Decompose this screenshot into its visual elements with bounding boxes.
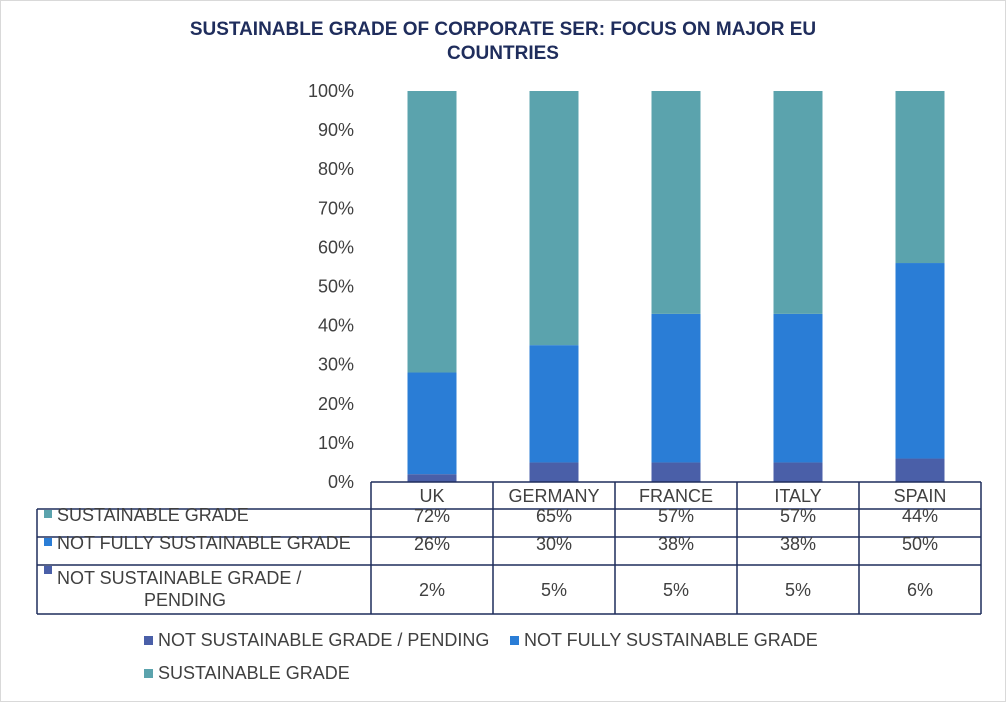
data-label-france: 5% (663, 580, 689, 600)
table-row-label: NOT FULLY SUSTAINABLE GRADE (57, 533, 351, 553)
table-key-swatch (44, 538, 52, 546)
bar-segment-spain-series-2 (895, 91, 945, 264)
data-label-france: 57% (658, 506, 694, 526)
y-tick-label: 60% (318, 237, 354, 257)
table-key-swatch (44, 510, 52, 518)
bar-segment-france-series-2 (651, 91, 701, 314)
data-label-italy: 5% (785, 580, 811, 600)
bar-segment-germany-series-2 (529, 91, 579, 346)
bar-segment-germany-series-0 (529, 462, 579, 482)
data-label-germany: 65% (536, 506, 572, 526)
y-tick-label: 90% (318, 120, 354, 140)
y-tick-label: 10% (318, 433, 354, 453)
table-row-label: PENDING (144, 590, 226, 610)
legend-item-sustainable: SUSTAINABLE GRADE (144, 663, 350, 684)
bar-segment-uk-series-0 (407, 474, 457, 482)
data-label-uk: 2% (419, 580, 445, 600)
table-row-label: NOT SUSTAINABLE GRADE / (57, 568, 301, 588)
data-label-france: 38% (658, 534, 694, 554)
bar-segment-italy-series-0 (773, 462, 823, 482)
data-label-spain: 50% (902, 534, 938, 554)
legend-swatch-not-fully-sustainable (510, 636, 519, 645)
bar-segment-spain-series-1 (895, 263, 945, 459)
bar-segment-uk-series-2 (407, 91, 457, 373)
data-label-italy: 38% (780, 534, 816, 554)
bar-segment-france-series-1 (651, 313, 701, 463)
legend-item-not-fully-sustainable: NOT FULLY SUSTAINABLE GRADE (510, 630, 818, 651)
category-label-germany: GERMANY (508, 486, 599, 506)
legend-label-not-fully-sustainable: NOT FULLY SUSTAINABLE GRADE (524, 630, 818, 650)
data-label-italy: 57% (780, 506, 816, 526)
bar-segment-france-series-0 (651, 462, 701, 482)
y-tick-label: 40% (318, 316, 354, 336)
bar-segment-spain-series-0 (895, 458, 945, 482)
category-label-uk: UK (419, 486, 444, 506)
bar-segment-italy-series-2 (773, 91, 823, 314)
category-label-spain: SPAIN (894, 486, 947, 506)
y-tick-label: 70% (318, 198, 354, 218)
table-key-swatch (44, 566, 52, 574)
data-label-uk: 72% (414, 506, 450, 526)
table-row-label: SUSTAINABLE GRADE (57, 505, 249, 525)
bar-segment-italy-series-1 (773, 313, 823, 463)
category-label-france: FRANCE (639, 486, 713, 506)
legend-item-not-sustainable: NOT SUSTAINABLE GRADE / PENDING (144, 630, 489, 651)
chart-title-line-2: COUNTRIES (447, 43, 559, 64)
y-tick-label: 30% (318, 355, 354, 375)
data-label-germany: 5% (541, 580, 567, 600)
y-tick-label: 50% (318, 277, 354, 297)
data-label-germany: 30% (536, 534, 572, 554)
legend-label-sustainable: SUSTAINABLE GRADE (158, 663, 350, 683)
y-tick-label: 0% (328, 472, 354, 492)
legend-swatch-sustainable (144, 669, 153, 678)
y-tick-label: 20% (318, 394, 354, 414)
category-label-italy: ITALY (774, 486, 821, 506)
chart-title-line-1: SUSTAINABLE GRADE OF CORPORATE SER: FOCU… (189, 19, 817, 40)
data-label-spain: 44% (902, 506, 938, 526)
data-label-uk: 26% (414, 534, 450, 554)
legend-label-not-sustainable: NOT SUSTAINABLE GRADE / PENDING (158, 630, 490, 650)
bar-segment-uk-series-1 (407, 372, 457, 475)
bar-segment-germany-series-1 (529, 345, 579, 463)
y-tick-label: 80% (318, 159, 354, 179)
data-label-spain: 6% (907, 580, 933, 600)
y-tick-label: 100% (308, 81, 354, 101)
legend-swatch-not-sustainable (144, 636, 153, 645)
